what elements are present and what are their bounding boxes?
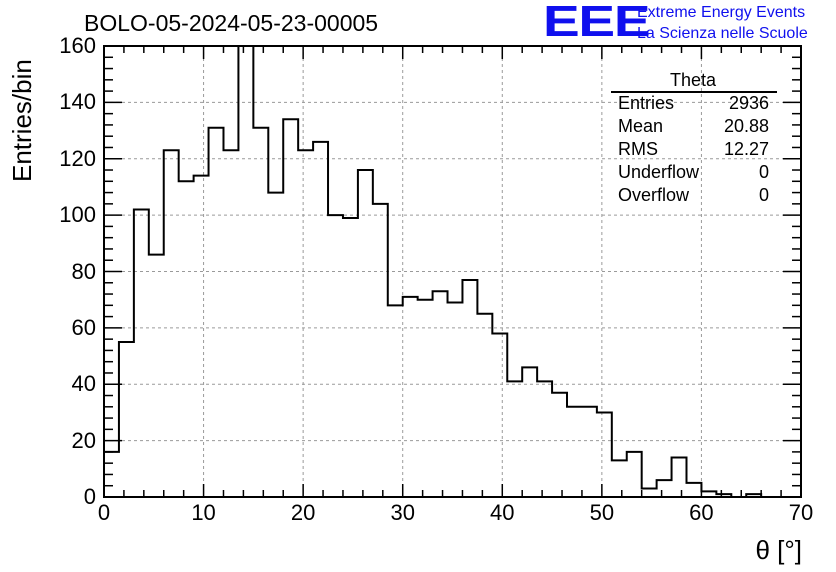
y-tick-label: 40 xyxy=(71,371,96,397)
y-tick-label: 100 xyxy=(59,202,96,228)
x-tick-label: 30 xyxy=(390,500,415,525)
y-axis-label: Entries/bin xyxy=(7,59,37,182)
x-tick-label: 60 xyxy=(689,500,714,525)
stat-value-underflow: 0 xyxy=(758,162,769,182)
stat-name-mean: Mean xyxy=(618,116,664,136)
y-tick-label: 160 xyxy=(59,33,96,58)
stat-value-overflow: 0 xyxy=(758,185,769,205)
y-tick-label: 60 xyxy=(71,314,96,340)
stats-title: Theta xyxy=(669,70,717,90)
y-tick-label: 0 xyxy=(83,484,96,509)
stat-name-underflow: Underflow xyxy=(618,162,700,182)
x-tick-label: 20 xyxy=(290,500,316,525)
stat-name-entries: Entries xyxy=(618,93,675,113)
x-tick-label: 10 xyxy=(191,500,216,525)
x-tick-label: 40 xyxy=(490,500,515,525)
stat-value-entries: 2936 xyxy=(728,93,769,113)
y-tick-label: 120 xyxy=(59,145,96,171)
stat-value-mean: 20.88 xyxy=(723,116,769,136)
x-axis-label: θ [°] xyxy=(755,535,802,565)
stats-divider xyxy=(611,91,777,93)
histogram-step-line xyxy=(103,45,792,498)
y-tick-label: 20 xyxy=(71,427,96,453)
eee-logo: EEE xyxy=(543,0,651,46)
stat-value-rms: 12.27 xyxy=(723,139,769,159)
x-tick-label: 70 xyxy=(788,500,814,525)
y-tick-label: 140 xyxy=(59,89,96,115)
chart-title: BOLO-05-2024-05-23-00005 xyxy=(84,10,379,36)
logo-line-1: Extreme Energy Events xyxy=(637,4,806,21)
stat-name-overflow: Overflow xyxy=(618,185,690,205)
y-tick-label: 80 xyxy=(71,258,96,284)
x-tick-label: 50 xyxy=(589,500,615,525)
x-tick-label: 0 xyxy=(97,500,111,525)
logo-line-2: La Scienza nelle Scuole xyxy=(637,25,808,42)
stat-name-rms: RMS xyxy=(618,139,658,159)
